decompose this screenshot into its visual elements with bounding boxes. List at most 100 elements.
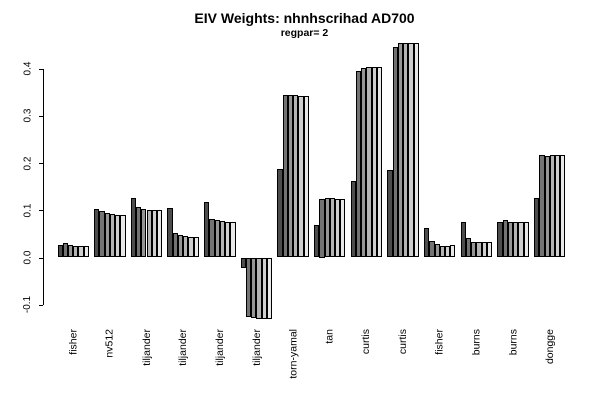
y-tick-mark	[39, 257, 43, 259]
y-tick-label-text: 0.0	[22, 250, 34, 265]
bar-tiljander-1	[204, 202, 210, 258]
bar-nv512-2	[99, 210, 105, 258]
bar-tan-3	[324, 197, 330, 258]
bar-curtis-1	[387, 170, 393, 258]
x-axis-label-fisher: fisher	[433, 329, 446, 355]
bar-torn-yamal-1	[277, 169, 283, 258]
bar-burns-4	[476, 241, 482, 258]
x-axis-label-tiljander: tiljander	[177, 329, 190, 366]
bar-tiljander-6	[156, 209, 163, 258]
y-tick-label: 0.3	[21, 91, 35, 141]
bar-tan-4	[329, 197, 336, 258]
bar-tiljander-1	[130, 198, 137, 258]
bar-burns-6	[523, 221, 529, 258]
bar-fisher-1	[57, 245, 63, 258]
y-tick-label-text: 0.4	[22, 61, 34, 76]
bar-tiljander-4	[146, 209, 152, 258]
bar-fisher-3	[434, 244, 440, 258]
y-tick-label-text: -0.1	[22, 296, 34, 314]
bar-curtis-2	[392, 46, 398, 258]
bar-fisher-1	[424, 227, 430, 258]
bar-curtis-5	[371, 66, 377, 258]
bar-tiljander-1	[167, 208, 173, 258]
x-axis-label-curtis: curtis	[360, 329, 373, 355]
chart-title: EIV Weights: nhnhscrihad AD700	[194, 10, 415, 26]
bar-dongge-4	[549, 154, 555, 258]
bar-torn-yamal-6	[303, 96, 309, 258]
bar-tiljander-4	[219, 221, 226, 258]
bar-nv512-4	[109, 214, 116, 258]
bar-tiljander-1	[240, 257, 247, 269]
bar-nv512-5	[115, 214, 121, 258]
bar-curtis-5	[408, 42, 414, 258]
x-axis-label-tiljander: tiljander	[140, 329, 153, 366]
bar-torn-yamal-2	[282, 95, 288, 258]
bar-fisher-6	[83, 245, 89, 258]
y-tick-mark	[39, 68, 43, 70]
bar-dongge-2	[539, 155, 545, 258]
bar-burns-4	[513, 221, 519, 258]
x-axis-label-nv512: nv512	[103, 329, 116, 358]
bar-dongge-6	[560, 155, 566, 258]
bar-burns-1	[497, 221, 503, 258]
bar-nv512-6	[120, 214, 126, 258]
bar-curtis-6	[413, 42, 419, 258]
bar-tiljander-2	[136, 206, 142, 258]
bar-burns-2	[502, 219, 508, 258]
bar-tiljander-2	[172, 233, 178, 258]
x-axis-label-dongge: dongge	[543, 329, 556, 365]
bar-tiljander-4	[183, 235, 189, 258]
bar-tiljander-4	[256, 257, 262, 320]
bar-burns-6	[486, 241, 493, 258]
bar-tiljander-3	[141, 208, 147, 258]
bar-burns-3	[507, 222, 514, 258]
y-tick-label-text: 0.3	[22, 108, 34, 123]
bar-burns-3	[471, 241, 477, 258]
x-axis-label-fisher: fisher	[67, 329, 80, 355]
y-tick-mark	[39, 304, 43, 306]
y-tick-mark	[39, 210, 43, 212]
bar-curtis-2	[356, 71, 362, 258]
bar-tan-2	[319, 198, 325, 258]
bar-torn-yamal-3	[287, 95, 294, 258]
bar-curtis-1	[350, 181, 356, 258]
bar-fisher-2	[429, 241, 435, 258]
bar-burns-5	[481, 241, 487, 258]
y-tick-label-text: 0.2	[22, 156, 34, 171]
y-tick-label-text: 0.1	[22, 203, 34, 218]
bar-fisher-5	[78, 245, 84, 258]
x-axis-label-tan: tan	[323, 329, 336, 344]
y-tick-label: 0.0	[21, 233, 35, 283]
bar-curtis-4	[403, 42, 409, 258]
bar-tiljander-5	[188, 236, 194, 258]
bar-fisher-4	[73, 245, 79, 258]
bar-dongge-5	[555, 155, 561, 258]
x-axis-label-torn-yamal: torn-yamal	[287, 329, 300, 379]
bar-tiljander-2	[209, 218, 215, 258]
bar-curtis-3	[361, 68, 367, 258]
x-axis-label-tiljander: tiljander	[213, 329, 226, 366]
bar-dongge-1	[534, 197, 540, 258]
bar-curtis-4	[366, 67, 372, 258]
bar-burns-1	[460, 222, 466, 258]
y-tick-label: 0.2	[21, 138, 35, 188]
bar-torn-yamal-5	[298, 96, 304, 258]
bar-tan-1	[314, 224, 320, 258]
bar-tan-5	[335, 199, 341, 258]
bar-curtis-6	[376, 67, 383, 258]
bar-nv512-1	[94, 209, 100, 258]
bar-tiljander-5	[261, 257, 267, 320]
x-axis-label-tiljander: tiljander	[250, 329, 263, 366]
bar-tiljander-2	[246, 257, 252, 317]
bar-fisher-2	[62, 243, 68, 258]
y-tick-mark	[39, 115, 43, 117]
bar-fisher-5	[445, 245, 451, 258]
bar-tiljander-5	[225, 221, 231, 258]
y-tick-mark	[39, 163, 43, 165]
bar-tiljander-5	[151, 209, 157, 258]
bar-tiljander-3	[214, 220, 220, 258]
bar-tiljander-6	[266, 257, 273, 320]
bar-fisher-3	[67, 245, 74, 258]
bar-burns-5	[518, 221, 524, 258]
